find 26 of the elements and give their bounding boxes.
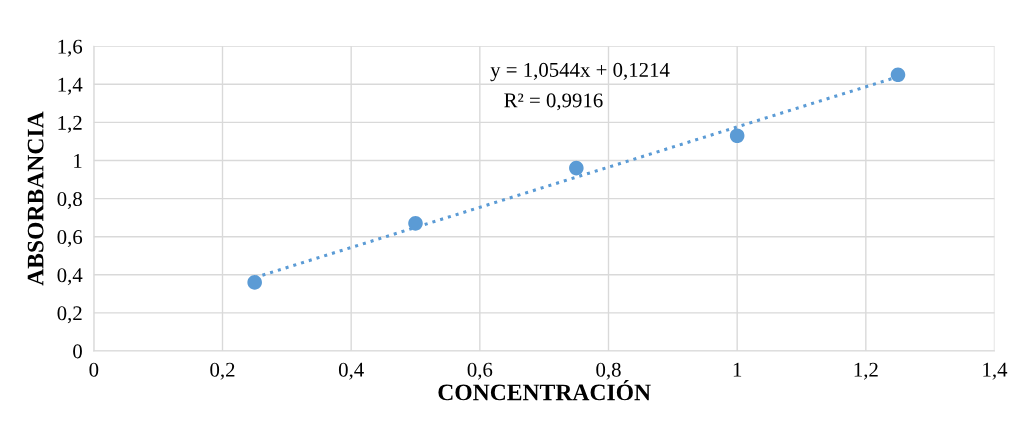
x-tick-label: 0,8	[596, 362, 621, 380]
point	[890, 67, 906, 83]
y-tick-label: 1,6	[58, 39, 83, 57]
x-tick-label: 0,6	[467, 362, 493, 380]
y-tick-label: 1	[74, 153, 82, 168]
x-axis-title: CONCENTRACIÓN	[438, 379, 651, 401]
x-tick-label: 0	[89, 362, 99, 377]
x-tick-label: 0,4	[338, 362, 364, 380]
point	[569, 160, 584, 176]
annotation: R² = 0,9916	[504, 93, 603, 111]
y-tick-label: 0,8	[57, 191, 82, 210]
y-tick-label: 1,2	[58, 115, 82, 133]
x-tick-label: 1,4	[983, 362, 1008, 380]
y-tick-label: 0,4	[57, 268, 83, 286]
x-tick-label: 1,2	[854, 362, 878, 380]
y-axis-title: ABSORBANCIA	[27, 111, 44, 286]
annotation: y = 1,0544x + 0,1214	[490, 62, 670, 82]
x-tick-label: 1	[733, 362, 742, 377]
point	[408, 216, 423, 231]
y-tick-label: 0,2	[57, 306, 82, 324]
point	[247, 275, 262, 290]
x-tick-label: 0,2	[210, 362, 235, 380]
point	[729, 128, 745, 144]
y-tick-label: 0	[73, 344, 82, 359]
y-tick-label: 1,4	[58, 77, 83, 95]
y-tick-label: 0,6	[57, 230, 83, 248]
